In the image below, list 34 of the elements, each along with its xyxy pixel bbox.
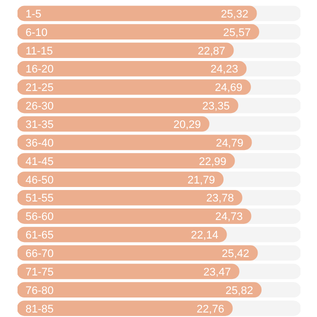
y-tick-label: 71-75 bbox=[26, 266, 54, 278]
data-label: 20,29 bbox=[173, 118, 201, 131]
y-tick-label: 76-80 bbox=[26, 284, 54, 297]
data-label: 24,79 bbox=[216, 137, 244, 150]
y-tick-label: 31-35 bbox=[26, 118, 54, 131]
data-label: 25,82 bbox=[226, 284, 254, 297]
y-tick-label: 36-40 bbox=[26, 137, 54, 150]
data-label: 22,99 bbox=[198, 156, 226, 168]
y-tick-label: 56-60 bbox=[26, 211, 54, 224]
y-tick-label: 51-55 bbox=[26, 192, 54, 205]
y-tick-label: 41-45 bbox=[26, 156, 54, 168]
y-tick-label: 16-20 bbox=[26, 64, 54, 76]
y-tick-label: 81-85 bbox=[26, 303, 54, 316]
data-label: 21,79 bbox=[188, 174, 216, 186]
y-tick-label: 46-50 bbox=[26, 174, 54, 186]
data-label: 23,35 bbox=[202, 100, 230, 113]
y-tick-label: 6-10 bbox=[26, 26, 48, 39]
data-label: 23,47 bbox=[203, 266, 231, 278]
y-tick-label: 21-25 bbox=[26, 82, 54, 94]
y-tick-label: 26-30 bbox=[26, 100, 54, 113]
data-label: 24,23 bbox=[210, 64, 238, 76]
data-label: 25,57 bbox=[223, 26, 251, 39]
y-tick-label: 66-70 bbox=[26, 248, 54, 260]
y-tick-label: 61-65 bbox=[26, 230, 54, 242]
data-label: 24,69 bbox=[214, 82, 242, 94]
y-tick-label: 11-15 bbox=[26, 45, 53, 58]
data-label: 25,42 bbox=[222, 248, 250, 260]
data-label: 25,32 bbox=[220, 8, 248, 20]
data-label: 22,76 bbox=[196, 303, 224, 316]
data-label: 22,87 bbox=[198, 45, 226, 58]
data-label: 24,73 bbox=[215, 211, 243, 224]
data-label: 22,14 bbox=[190, 230, 218, 242]
y-tick-label: 1-5 bbox=[26, 8, 42, 20]
data-label: 23,78 bbox=[206, 192, 234, 205]
